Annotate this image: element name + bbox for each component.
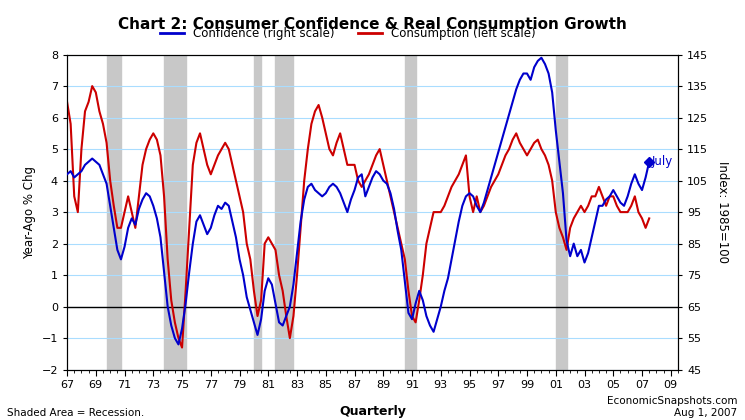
Bar <box>164 55 186 370</box>
Text: Quarterly: Quarterly <box>339 405 406 418</box>
Bar <box>276 55 294 370</box>
Bar <box>405 55 416 370</box>
Legend: Confidence (right scale), Consumption (left scale): Confidence (right scale), Consumption (l… <box>156 23 541 45</box>
Text: Chart 2: Consumer Confidence & Real Consumption Growth: Chart 2: Consumer Confidence & Real Cons… <box>118 17 627 32</box>
Bar <box>556 55 566 370</box>
Text: July: July <box>652 155 673 168</box>
Y-axis label: Index: 1985=100: Index: 1985=100 <box>716 161 729 263</box>
Y-axis label: Year-Ago % Chg: Year-Ago % Chg <box>23 165 36 259</box>
Bar <box>254 55 261 370</box>
Text: Shaded Area = Recession.: Shaded Area = Recession. <box>7 408 145 418</box>
Text: EconomicSnapshots.com
Aug 1, 2007: EconomicSnapshots.com Aug 1, 2007 <box>607 396 738 418</box>
Bar <box>107 55 121 370</box>
